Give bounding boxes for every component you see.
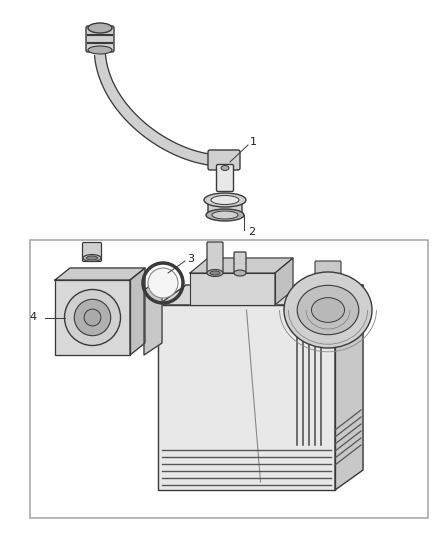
Polygon shape (95, 54, 214, 165)
Circle shape (64, 289, 120, 345)
FancyBboxPatch shape (208, 150, 240, 170)
FancyBboxPatch shape (30, 240, 428, 518)
Circle shape (148, 268, 178, 298)
Polygon shape (55, 268, 145, 280)
Ellipse shape (88, 46, 112, 54)
FancyBboxPatch shape (208, 199, 242, 217)
Polygon shape (55, 280, 130, 355)
Ellipse shape (210, 271, 220, 275)
Ellipse shape (211, 196, 239, 205)
Ellipse shape (204, 193, 246, 207)
Ellipse shape (311, 297, 345, 322)
Ellipse shape (221, 166, 229, 171)
Text: 2: 2 (248, 227, 255, 237)
FancyBboxPatch shape (86, 26, 114, 52)
Ellipse shape (284, 272, 372, 348)
Ellipse shape (86, 256, 98, 260)
Ellipse shape (83, 254, 101, 262)
Circle shape (84, 309, 101, 326)
Ellipse shape (207, 270, 223, 277)
Polygon shape (158, 305, 335, 490)
Ellipse shape (206, 209, 244, 221)
Polygon shape (275, 258, 293, 305)
Circle shape (74, 300, 111, 336)
FancyBboxPatch shape (82, 243, 102, 262)
Ellipse shape (297, 285, 359, 335)
FancyBboxPatch shape (207, 242, 223, 274)
FancyBboxPatch shape (216, 165, 233, 191)
FancyBboxPatch shape (234, 252, 246, 274)
Polygon shape (130, 268, 145, 355)
Polygon shape (144, 278, 162, 355)
Ellipse shape (212, 211, 238, 219)
Polygon shape (190, 273, 275, 305)
Text: 1: 1 (250, 137, 257, 147)
Polygon shape (158, 285, 363, 305)
Text: 3: 3 (187, 254, 194, 264)
Polygon shape (190, 258, 293, 273)
Text: 4: 4 (29, 312, 36, 322)
Ellipse shape (234, 270, 246, 276)
Ellipse shape (88, 23, 112, 33)
FancyBboxPatch shape (315, 261, 341, 278)
Polygon shape (335, 285, 363, 490)
